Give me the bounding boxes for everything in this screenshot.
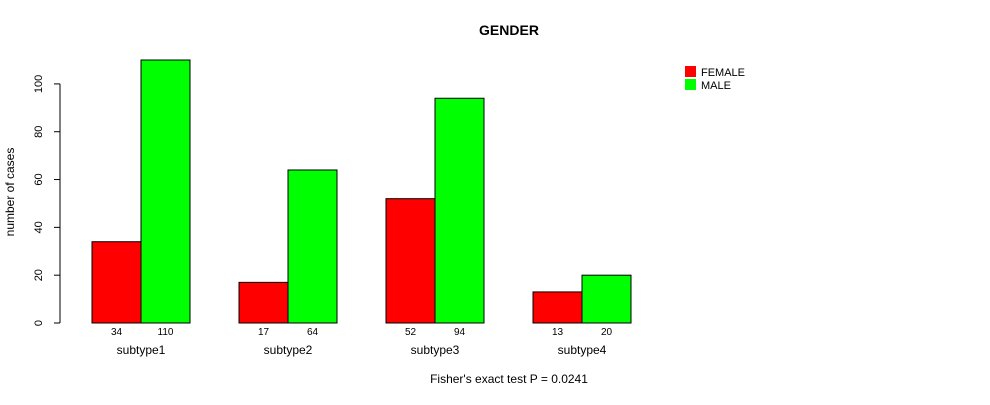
x-category-label-subtype3: subtype3 (411, 343, 460, 357)
bar-subtype3-male (434, 97, 485, 324)
bar-value-label-subtype3-male: 94 (454, 327, 466, 338)
chart-title: GENDER (479, 22, 539, 38)
legend-swatch-male (685, 79, 696, 90)
y-tick-label-100: 100 (33, 75, 45, 93)
y-tick-label-60: 60 (33, 173, 45, 185)
x-category-label-subtype4: subtype4 (558, 343, 607, 357)
bar-value-label-subtype4-female: 13 (552, 327, 564, 338)
y-tick-label-20: 20 (33, 269, 45, 281)
bar-value-label-subtype2-female: 17 (258, 327, 270, 338)
x-category-label-subtype1: subtype1 (117, 343, 166, 357)
legend-swatch-female (685, 66, 696, 77)
bar-value-label-subtype1-male: 110 (158, 327, 174, 338)
legend-label-male: MALE (701, 80, 731, 92)
bar-value-label-subtype3-female: 52 (405, 327, 417, 338)
y-axis: 0 20 40 60 80 100 (33, 75, 61, 326)
y-tick-label-80: 80 (33, 126, 45, 138)
bar-subtype1-female (91, 241, 142, 324)
bar-value-label-subtype4-male: 20 (601, 327, 613, 338)
y-axis-label: number of cases (3, 148, 17, 237)
bar-subtype4-male (581, 274, 632, 324)
bar-subtype1-male (140, 59, 191, 324)
bars-layer: 34 110 17 64 52 94 13 20 (91, 59, 632, 338)
legend-label-female: FEMALE (701, 67, 745, 79)
bar-subtype2-female (238, 281, 289, 324)
bar-subtype2-male (287, 169, 338, 324)
bar-subtype4-female (532, 291, 583, 324)
bar-value-label-subtype1-female: 34 (111, 327, 123, 338)
x-axis-labels: subtype1 subtype2 subtype3 subtype4 (117, 343, 607, 357)
x-category-label-subtype2: subtype2 (264, 343, 313, 357)
bar-value-label-subtype2-male: 64 (307, 327, 319, 338)
bar-subtype3-female (385, 198, 436, 324)
fisher-test-footnote: Fisher's exact test P = 0.0241 (430, 372, 588, 386)
y-tick-label-40: 40 (33, 221, 45, 233)
y-tick-label-0: 0 (33, 320, 45, 326)
